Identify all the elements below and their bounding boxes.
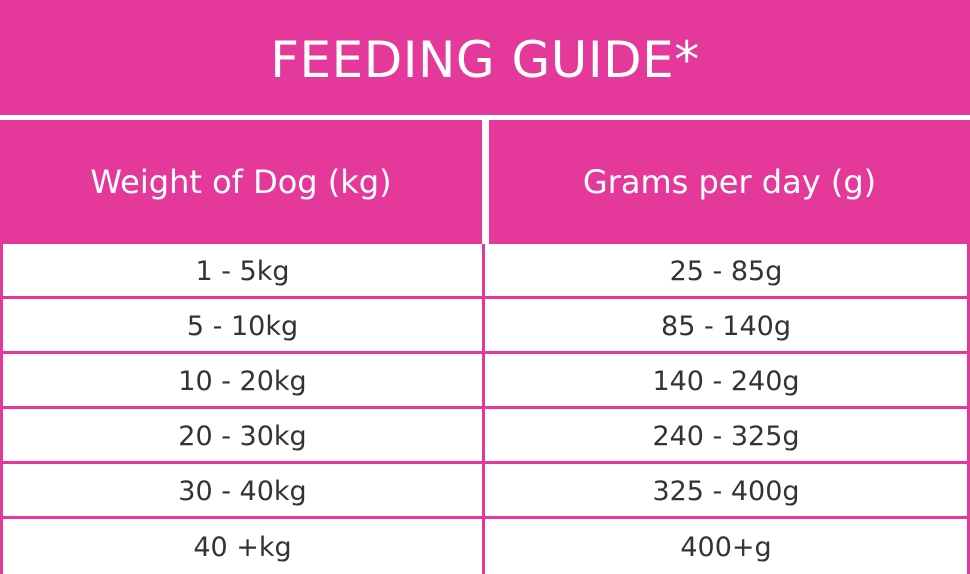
- grams-cell: 25 - 85g: [669, 255, 783, 287]
- grams-cell: 240 - 325g: [652, 420, 800, 452]
- grams-cell: 140 - 240g: [652, 365, 800, 397]
- grams-cell: 325 - 400g: [652, 475, 800, 507]
- header-row: Weight of Dog (kg) Grams per day (g): [0, 120, 970, 244]
- table-row: 1 - 5kg 25 - 85g: [3, 244, 967, 299]
- table-row: 5 - 10kg 85 - 140g: [3, 299, 967, 354]
- weight-cell: 10 - 20kg: [3, 354, 485, 406]
- grams-cell: 400+g: [680, 532, 772, 563]
- weight-cell: 5 - 10kg: [3, 299, 485, 351]
- grams-cell: 85 - 140g: [661, 310, 791, 342]
- grams-column-header: Grams per day (g): [489, 120, 970, 244]
- weight-cell: 30 - 40kg: [3, 464, 485, 516]
- table-row: 10 - 20kg 140 - 240g: [3, 354, 967, 409]
- table-row: 20 - 30kg 240 - 325g: [3, 409, 967, 464]
- table-row: 30 - 40kg 325 - 400g: [3, 464, 967, 519]
- weight-cell: 40 +kg: [3, 519, 485, 574]
- table-row: 40 +kg 400+g: [3, 519, 967, 574]
- table-title: FEEDING GUIDE*: [270, 30, 700, 89]
- weight-cell: 20 - 30kg: [3, 409, 485, 461]
- weight-column-header: Weight of Dog (kg): [0, 120, 482, 244]
- table-body: 1 - 5kg 25 - 85g 5 - 10kg 85 - 140g 10 -…: [0, 244, 970, 574]
- title-bar: FEEDING GUIDE*: [0, 0, 970, 115]
- weight-cell: 1 - 5kg: [3, 244, 485, 296]
